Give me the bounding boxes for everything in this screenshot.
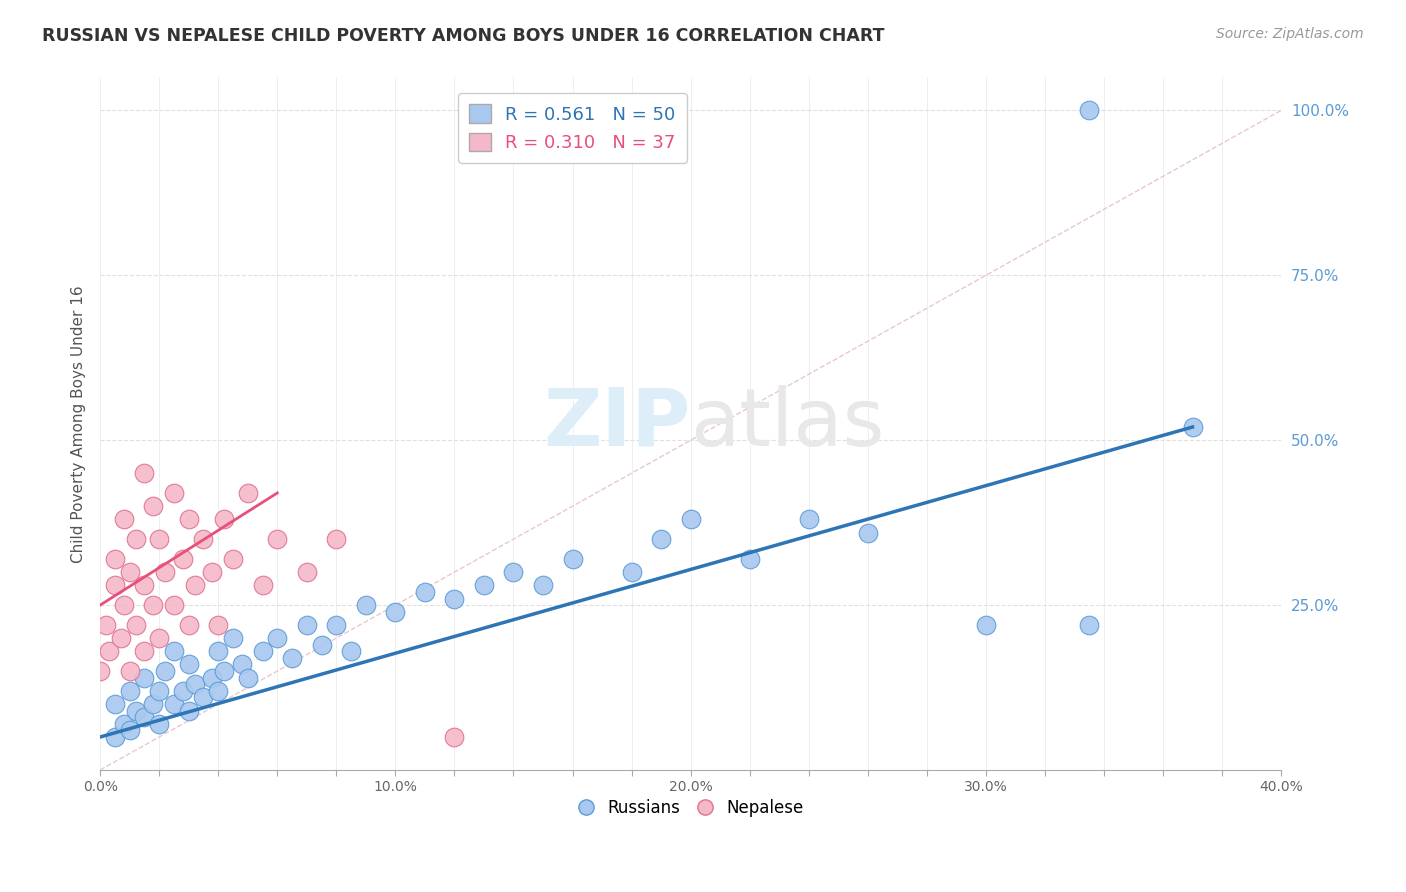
Point (112, 716, 135, 731)
Point (112, 598, 135, 612)
Point (172, 683, 194, 698)
Point (163, 486, 186, 500)
Point (295, 618, 318, 632)
Point (142, 697, 165, 711)
Point (177, 512, 200, 526)
Point (134, 466, 156, 480)
Point (112, 512, 135, 526)
Point (531, 578, 554, 592)
Point (502, 565, 524, 579)
Point (311, 638, 333, 652)
Point (340, 644, 363, 658)
Point (212, 512, 235, 526)
Point (183, 677, 205, 691)
Point (443, 591, 465, 606)
Point (281, 651, 304, 665)
Point (1181, 420, 1204, 434)
Point (124, 618, 146, 632)
Point (266, 532, 288, 546)
Point (738, 552, 761, 566)
Point (231, 657, 253, 672)
Point (118, 723, 141, 738)
Point (207, 644, 229, 658)
Text: Source: ZipAtlas.com: Source: ZipAtlas.com (1216, 27, 1364, 41)
Point (148, 716, 170, 731)
Point (177, 657, 200, 672)
Point (124, 704, 146, 718)
Point (222, 631, 245, 645)
Point (104, 697, 127, 711)
Point (148, 532, 170, 546)
Point (134, 671, 156, 685)
Point (148, 683, 170, 698)
Point (252, 644, 274, 658)
Point (797, 512, 820, 526)
Point (172, 552, 194, 566)
Point (679, 512, 702, 526)
Point (148, 631, 170, 645)
Point (89, 664, 111, 678)
Point (212, 664, 235, 678)
Point (1078, 103, 1101, 118)
Point (443, 730, 465, 744)
Point (104, 552, 127, 566)
Point (236, 671, 259, 685)
Point (118, 565, 141, 579)
Point (650, 532, 672, 546)
Point (118, 664, 141, 678)
Point (134, 578, 156, 592)
Point (98, 644, 121, 658)
Point (207, 683, 229, 698)
Text: atlas: atlas (690, 384, 884, 463)
Point (207, 618, 229, 632)
Y-axis label: Child Poverty Among Boys Under 16: Child Poverty Among Boys Under 16 (72, 285, 86, 563)
Point (472, 578, 495, 592)
Text: RUSSIAN VS NEPALESE CHILD POVERTY AMONG BOYS UNDER 16 CORRELATION CHART: RUSSIAN VS NEPALESE CHILD POVERTY AMONG … (42, 27, 884, 45)
Point (236, 486, 259, 500)
Point (201, 565, 224, 579)
Point (856, 525, 879, 540)
Point (384, 605, 406, 619)
Point (142, 598, 165, 612)
Legend: Russians, Nepalese: Russians, Nepalese (571, 793, 811, 824)
Point (252, 578, 274, 592)
Point (134, 710, 156, 724)
Point (193, 532, 215, 546)
Point (177, 704, 200, 718)
Point (142, 499, 165, 513)
Point (591, 103, 613, 118)
Point (266, 631, 288, 645)
Point (104, 578, 127, 592)
Point (104, 730, 127, 744)
Point (134, 644, 156, 658)
Point (620, 565, 643, 579)
Point (118, 683, 141, 698)
Point (163, 697, 186, 711)
Point (163, 644, 186, 658)
Point (413, 585, 436, 599)
Point (201, 671, 224, 685)
Point (974, 618, 997, 632)
Point (94, 618, 117, 632)
Point (295, 565, 318, 579)
Point (354, 598, 377, 612)
Point (561, 552, 583, 566)
Point (325, 532, 347, 546)
Point (183, 578, 205, 592)
Point (110, 631, 132, 645)
Point (153, 664, 176, 678)
Point (163, 598, 186, 612)
Point (1078, 618, 1101, 632)
Point (124, 532, 146, 546)
Text: ZIP: ZIP (543, 384, 690, 463)
Point (177, 618, 200, 632)
Point (325, 618, 347, 632)
Point (153, 565, 176, 579)
Point (222, 552, 245, 566)
Point (193, 690, 215, 705)
